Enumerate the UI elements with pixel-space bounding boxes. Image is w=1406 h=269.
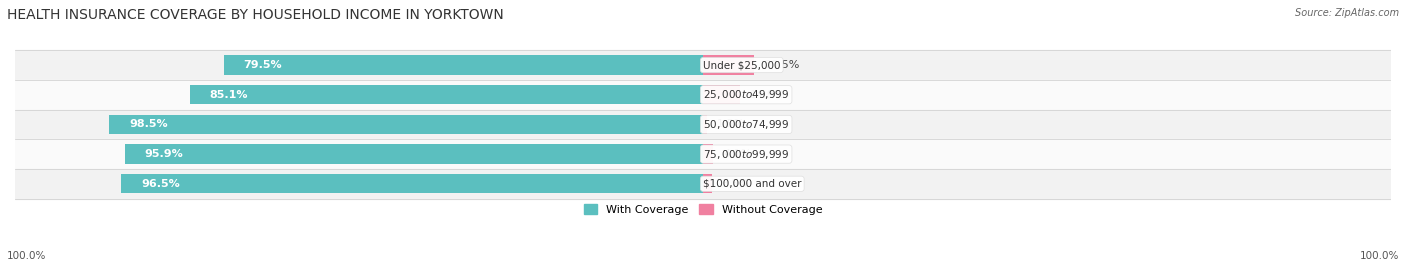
Text: 1.5%: 1.5% bbox=[717, 119, 745, 129]
Text: 3.5%: 3.5% bbox=[721, 179, 749, 189]
Bar bbox=[121, 174, 703, 193]
Bar bbox=[703, 55, 754, 75]
Text: 100.0%: 100.0% bbox=[1360, 251, 1399, 261]
Text: 96.5%: 96.5% bbox=[141, 179, 180, 189]
Text: 4.1%: 4.1% bbox=[723, 149, 751, 159]
Text: 79.5%: 79.5% bbox=[243, 60, 283, 70]
Text: 20.5%: 20.5% bbox=[763, 60, 799, 70]
Text: $50,000 to $74,999: $50,000 to $74,999 bbox=[703, 118, 789, 131]
Bar bbox=[125, 144, 703, 164]
Text: Source: ZipAtlas.com: Source: ZipAtlas.com bbox=[1295, 8, 1399, 18]
Bar bbox=[15, 50, 1391, 80]
Text: $100,000 and over: $100,000 and over bbox=[703, 179, 801, 189]
Legend: With Coverage, Without Coverage: With Coverage, Without Coverage bbox=[579, 200, 827, 219]
Text: Under $25,000: Under $25,000 bbox=[703, 60, 780, 70]
Bar bbox=[15, 109, 1391, 139]
Bar bbox=[15, 139, 1391, 169]
Bar bbox=[190, 85, 703, 104]
Bar bbox=[15, 80, 1391, 109]
Bar bbox=[224, 55, 703, 75]
Bar bbox=[703, 174, 711, 193]
Text: 98.5%: 98.5% bbox=[129, 119, 167, 129]
Bar bbox=[703, 144, 713, 164]
Bar bbox=[110, 115, 703, 134]
Text: 14.9%: 14.9% bbox=[749, 90, 786, 100]
Bar bbox=[15, 169, 1391, 199]
Bar bbox=[703, 85, 740, 104]
Text: 100.0%: 100.0% bbox=[7, 251, 46, 261]
Text: 95.9%: 95.9% bbox=[145, 149, 183, 159]
Text: HEALTH INSURANCE COVERAGE BY HOUSEHOLD INCOME IN YORKTOWN: HEALTH INSURANCE COVERAGE BY HOUSEHOLD I… bbox=[7, 8, 503, 22]
Text: $75,000 to $99,999: $75,000 to $99,999 bbox=[703, 148, 789, 161]
Text: 85.1%: 85.1% bbox=[209, 90, 247, 100]
Text: $25,000 to $49,999: $25,000 to $49,999 bbox=[703, 88, 789, 101]
Bar bbox=[703, 115, 707, 134]
